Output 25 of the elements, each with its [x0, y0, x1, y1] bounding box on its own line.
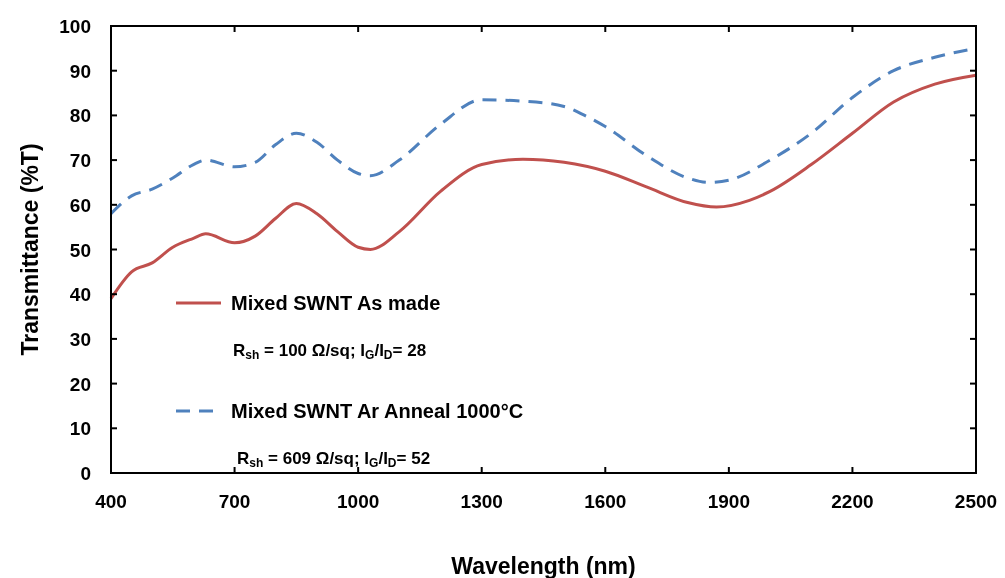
y-tick-label: 80	[69, 105, 91, 127]
y-tick-label: 100	[59, 16, 91, 37]
x-tick-label: 1300	[460, 491, 503, 512]
annotation: R$_{sh}$ = 100 Ω/sq; I$_{G}$/I$_{D}$= 28	[233, 341, 427, 362]
y-tick-label: 0	[80, 463, 91, 484]
annotation: R$_{sh}$ = 609 Ω/sq; I$_{G}$/I$_{D}$= 52	[237, 449, 431, 470]
y-tick-label: 40	[69, 284, 91, 306]
x-axis-title: Wavelength (nm)	[451, 553, 636, 578]
y-tick-label: 50	[69, 239, 91, 261]
legend-label: Mixed SWNT As made	[231, 292, 441, 314]
y-tick-label: 20	[69, 373, 91, 395]
y-axis-title: Transmittance (%T)	[17, 143, 43, 356]
x-tick-label: 400	[95, 491, 127, 512]
y-tick-label: 10	[69, 418, 91, 440]
x-tick-label: 1600	[584, 491, 627, 512]
y-tick-label: 70	[69, 150, 91, 172]
y-tick-label: 90	[69, 60, 91, 82]
x-tick-label: 1900	[707, 491, 750, 512]
y-tick-label: 30	[69, 328, 91, 350]
legend-label: Mixed SWNT Ar Anneal 1000°C	[231, 400, 524, 422]
x-tick-label: 1000	[337, 491, 380, 512]
x-tick-label: 2500	[954, 491, 998, 512]
x-tick-label: 2200	[831, 491, 874, 512]
x-tick-label: 700	[218, 491, 251, 512]
y-tick-label: 60	[69, 194, 91, 216]
